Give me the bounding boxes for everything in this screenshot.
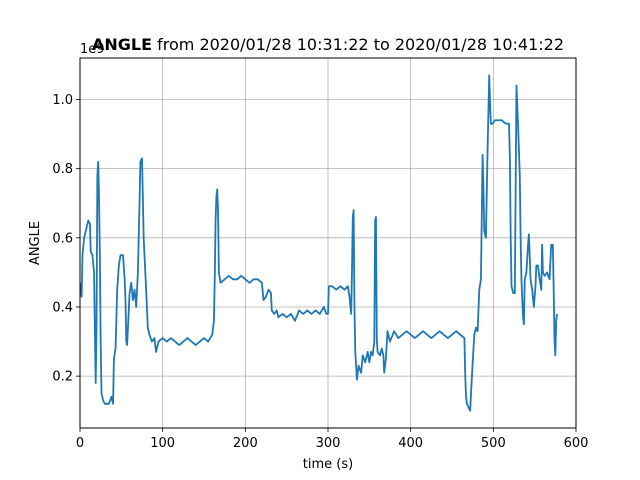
chart-title: ANGLE from 2020/01/28 10:31:22 to 2020/0…	[92, 35, 564, 54]
y-tick-label: 0.8	[52, 162, 73, 177]
x-tick-label: 0	[76, 436, 84, 451]
y-axis: 0.2 0.4 0.6 0.8 1.0	[52, 93, 80, 385]
x-tick-label: 400	[398, 436, 423, 451]
x-tick-label: 200	[233, 436, 258, 451]
chart-title-rest: from 2020/01/28 10:31:22 to 2020/01/28 1…	[152, 35, 564, 54]
x-tick-label: 300	[316, 436, 341, 451]
y-tick-label: 0.4	[52, 300, 73, 315]
y-offset-label: 1e9	[80, 42, 105, 57]
y-tick-label: 0.6	[52, 231, 73, 246]
x-tick-label: 500	[481, 436, 506, 451]
x-axis-label: time (s)	[303, 457, 353, 472]
chart-title-bold: ANGLE	[92, 35, 152, 54]
x-tick-label: 100	[150, 436, 175, 451]
series-group	[80, 74, 558, 412]
grid	[79, 58, 577, 428]
y-tick-label: 0.2	[52, 370, 73, 385]
x-axis: 0 100 200 300 400 500 600	[76, 428, 589, 451]
y-tick-label: 1.0	[52, 93, 73, 108]
x-tick-label: 600	[564, 436, 589, 451]
y-axis-label: ANGLE	[28, 221, 43, 265]
series-line	[80, 74, 558, 412]
